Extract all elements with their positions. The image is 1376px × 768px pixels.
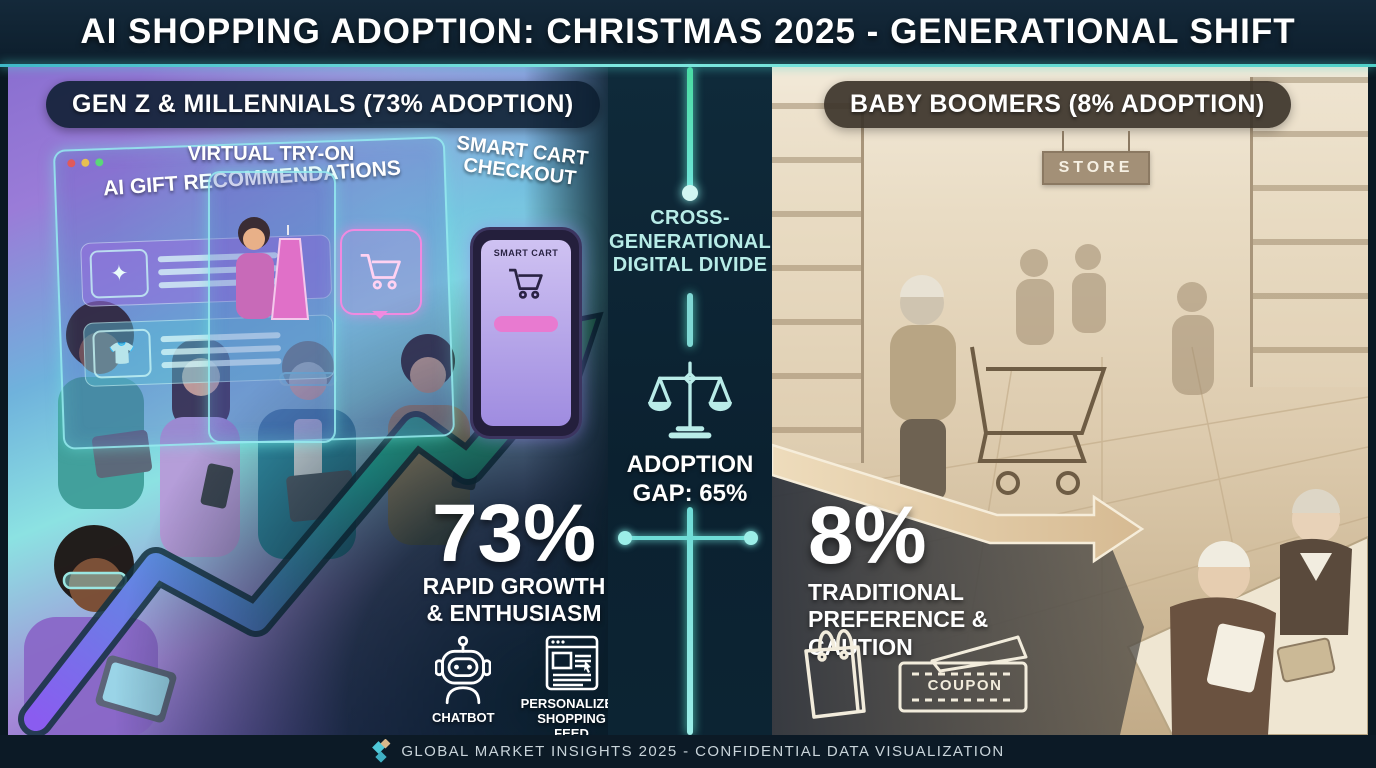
genz-stat-caption-1: RAPID GROWTH: [422, 572, 606, 599]
gap-line-1: ADOPTION: [626, 451, 754, 478]
shirt-icon: 👕: [92, 328, 152, 379]
tryon-illustration: [236, 217, 310, 320]
illustration-cashier-scene: [1126, 489, 1368, 735]
title-bar: AI SHOPPING ADOPTION: CHRISTMAS 2025 - G…: [0, 0, 1376, 64]
divider-title-1: CROSS-: [650, 207, 730, 229]
coupon-icon: COUPON: [896, 631, 1034, 723]
decline-arrow-icon: [772, 443, 1145, 564]
phone-cart-icon: [509, 268, 543, 299]
gap-line-2: GAP: 65%: [632, 479, 748, 507]
cart-icon: [360, 254, 401, 290]
illustration-shopper: [890, 275, 1107, 501]
store-sign: STORE: [1042, 131, 1150, 185]
shopping-feed-item: PERSONALIZED SHOPPING FEED: [521, 635, 608, 735]
chatbot-label: CHATBOT: [432, 710, 495, 725]
boomers-icon-row: COUPON: [794, 619, 1034, 723]
genz-icon-row: CHATBOT PERSONALIZED SHOPPING FEED: [432, 635, 608, 735]
boomers-header: BABY BOOMERS (8% ADOPTION): [824, 81, 1291, 128]
divider-line-mid: [687, 293, 693, 347]
divider-line-top: [687, 67, 693, 189]
boomers-stat-value: 8%: [808, 490, 927, 581]
shopping-bag-icon: [804, 629, 866, 719]
cart-bubble: [340, 229, 422, 319]
connector-dot-right: [744, 531, 758, 545]
store-shelf: [1250, 77, 1368, 387]
gap-connector-line: [618, 531, 758, 545]
divider-dot: [682, 185, 698, 201]
page-title: AI SHOPPING ADOPTION: CHRISTMAS 2025 - G…: [80, 12, 1296, 51]
divider-title-2: GENERATIONAL: [608, 230, 772, 253]
phone-screen-label: SMART CART: [493, 248, 559, 258]
boomers-dark-overlay: [772, 459, 1144, 735]
divider-line-bottom: [687, 507, 693, 735]
center-divider: CROSS- GENERATIONAL DIGITAL DIVIDE ADOPT…: [608, 67, 772, 735]
window-dots-icon: [67, 158, 104, 168]
brand-logo-icon: [372, 738, 391, 763]
feature-label-tryon: VIRTUAL TRY-ON: [187, 143, 355, 165]
genz-panel: GEN Z & MILLENNIALS (73% ADOPTION) AI GI…: [8, 67, 608, 735]
feed-label-2: SHOPPING FEED: [537, 710, 606, 735]
adoption-gap-label: ADOPTION GAP: 65%: [608, 451, 772, 509]
balance-scale-icon: [648, 351, 732, 441]
smart-cart-phone: SMART CART: [470, 227, 582, 439]
feed-label-1: PERSONALIZED: [520, 696, 608, 711]
genz-stat-value: 73%: [431, 488, 597, 579]
star-icon: ✦: [89, 248, 150, 299]
genz-header: GEN Z & MILLENNIALS (73% ADOPTION): [46, 81, 600, 128]
connector-dot-left: [618, 531, 632, 545]
shopping-feed-icon: [545, 635, 598, 691]
phone-button: [494, 316, 558, 332]
footer-text: GLOBAL MARKET INSIGHTS 2025 - CONFIDENTI…: [401, 743, 1005, 760]
chatbot-item: CHATBOT: [432, 635, 495, 726]
footer: GLOBAL MARKET INSIGHTS 2025 - CONFIDENTI…: [0, 735, 1376, 768]
boomers-stat-block: 8% TRADITIONAL PREFERENCE & CAUTION: [808, 490, 1028, 662]
chatbot-icon: [435, 635, 492, 705]
feature-card-tryon: [208, 171, 336, 443]
genz-stat-block: 73% RAPID GROWTH & ENTHUSIASM: [416, 488, 608, 628]
accent-divider-line: [0, 64, 1376, 67]
boomers-illustration: [772, 244, 1368, 735]
boomers-stat-caption-1: TRADITIONAL: [808, 578, 964, 605]
store-shelf: [772, 103, 864, 463]
genz-stat-caption-2: & ENTHUSIASM: [426, 600, 602, 627]
divider-title-3: DIGITAL DIVIDE: [612, 254, 768, 277]
boomers-panel: BABY BOOMERS (8% ADOPTION) STORE 8% TRAD…: [772, 67, 1368, 735]
divider-title: CROSS- GENERATIONAL DIGITAL DIVIDE: [608, 207, 772, 278]
boomers-stat-caption-2: PREFERENCE & CAUTION: [808, 606, 989, 661]
coupon-label: COUPON: [927, 677, 1003, 694]
